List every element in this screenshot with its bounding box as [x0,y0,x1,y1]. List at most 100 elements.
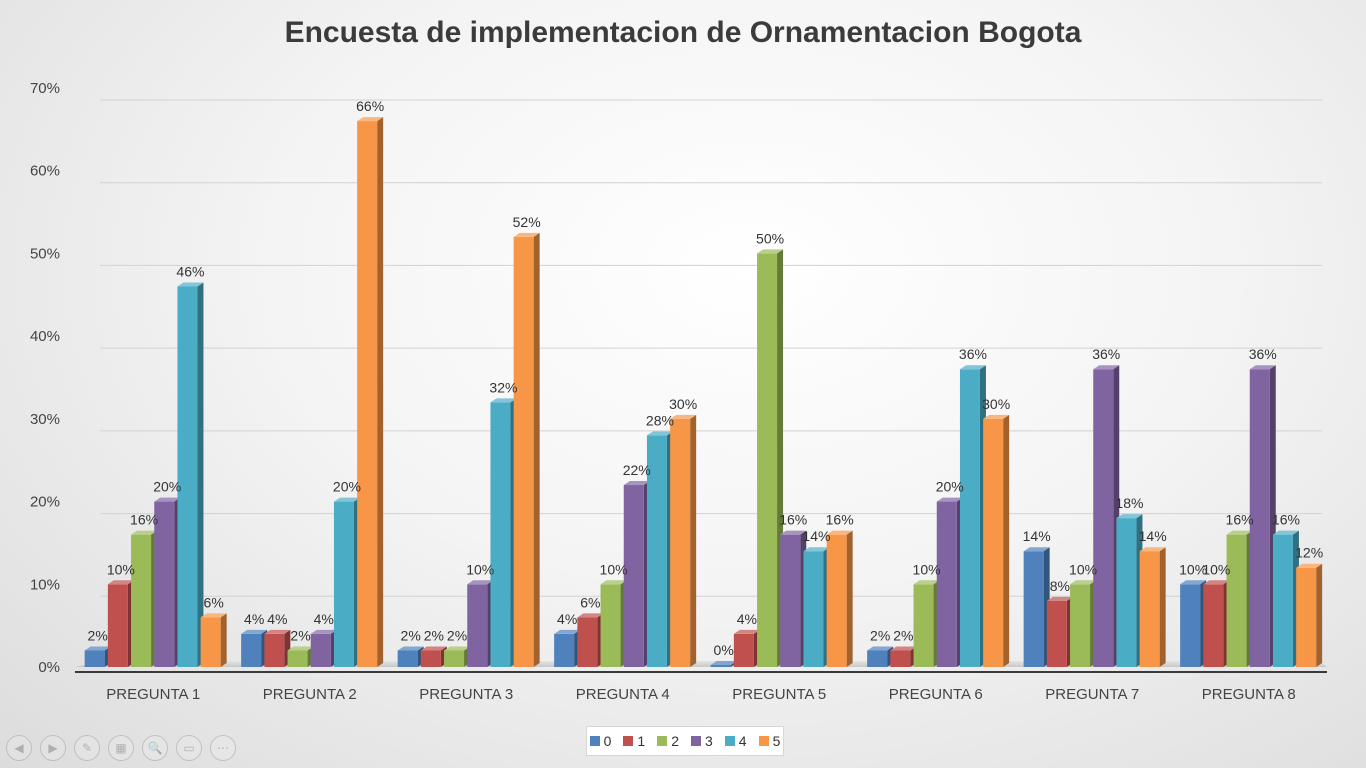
y-axis-ticks: 0% 10% 20% 30% 40% 50% 60% 70% [30,80,60,676]
bar-front [1296,567,1317,667]
bar-top [1180,580,1207,585]
bar [803,547,830,667]
bar [467,580,494,667]
bar-top [1226,530,1253,535]
data-label: 66% [356,98,384,114]
previous-slide-icon: ◀ [14,741,24,755]
bar-top [397,646,424,651]
more-options-icon: ⋯ [217,741,229,755]
floor-plane [75,661,1327,667]
bar-top [84,646,111,651]
zoom-icon: 🔍 [147,741,163,755]
legend-label-2: 2 [671,733,679,749]
bar-front [357,121,378,668]
x-tick-label: PREGUNTA 1 [106,686,200,703]
data-label: 4% [244,611,264,627]
bar-front [490,402,511,667]
bar [333,497,360,667]
bar-top [803,547,830,552]
bar-front [1116,518,1137,667]
bar-front [913,584,934,667]
data-label: 2% [88,627,108,643]
data-label: 10% [1202,561,1230,577]
bar-front [397,650,418,667]
bar [780,530,807,667]
legend-swatch-4 [724,736,735,746]
data-label: 10% [913,561,941,577]
y-tick-label: 30% [30,411,60,428]
next-slide-button[interactable]: ▶ [40,735,66,761]
data-label: 4% [314,611,334,627]
bar [1180,580,1207,667]
legend-swatch-2 [657,736,668,746]
bar [577,613,604,667]
bar-front [983,418,1004,667]
legend-label-4: 4 [738,733,747,749]
bar-top [1116,514,1143,519]
x-tick-label: PREGUNTA 3 [419,686,513,703]
chart-legend: 0 1 2 3 4 5 [586,726,784,756]
bar-top [333,497,360,502]
bar-front [467,584,488,667]
data-label: 16% [130,512,158,528]
data-label: 20% [153,479,181,495]
bar-front [200,617,221,667]
data-labels: 2%10%16%20%46%6%4% 4%2%4%20%66%2% 2% 2%10%3… [88,98,1324,658]
data-label: 10% [600,561,628,577]
bar-top [131,530,158,535]
bar-front [936,501,957,667]
data-label: 8% [1050,578,1070,594]
bar-top [444,646,471,651]
previous-slide-button[interactable]: ◀ [6,735,32,761]
data-label: 36% [959,346,987,362]
bar [444,646,471,667]
bar-top [554,629,581,634]
bar-front [733,633,754,667]
bar-top [177,282,204,287]
bar-side [377,117,384,668]
bar [600,580,627,667]
bar-front [670,418,691,667]
more-options-button[interactable]: ⋯ [210,735,236,761]
data-label: 16% [1272,512,1300,528]
next-slide-icon: ▶ [48,741,58,755]
bar-front [1023,551,1044,667]
bar [490,398,517,667]
data-label: 2% [424,627,444,643]
bar [1046,596,1073,667]
legend-label-0: 0 [603,733,612,749]
bar-front [1046,600,1067,667]
bar-top [1203,580,1230,585]
bar-top [867,646,894,651]
data-label: 30% [982,396,1010,412]
y-tick-label: 20% [30,494,60,511]
zoom-button[interactable]: 🔍 [142,735,168,761]
bar-front [1093,369,1114,667]
bar [936,497,963,667]
bar-top [1249,365,1276,370]
bar [513,232,540,667]
bar [826,530,853,667]
bar [397,646,424,667]
legend-swatch-0 [589,736,600,746]
bar-front [513,236,534,667]
bar-top [1139,547,1166,552]
legend-item-5: 5 [758,733,780,749]
y-tick-label: 10% [30,576,60,593]
bar [623,481,650,667]
bar-side [220,613,227,667]
legend-item-3: 3 [691,733,713,749]
slides-grid-button[interactable]: ▦ [108,735,134,761]
legend-item-0: 0 [589,733,612,749]
data-label: 50% [756,230,784,246]
bar [554,629,581,667]
bar-top [467,580,494,585]
bar-top [241,629,268,634]
pen-button[interactable]: ✎ [74,735,100,761]
bar-top [646,431,673,436]
chart-floor [75,661,1327,673]
bar-side [690,414,697,667]
screen-button[interactable]: ▭ [176,735,202,761]
x-axis-ticks: PREGUNTA 1 PREGUNTA 2 PREGUNTA 3 PREGUNTA 4… [106,686,1295,703]
data-label: 2% [290,627,310,643]
